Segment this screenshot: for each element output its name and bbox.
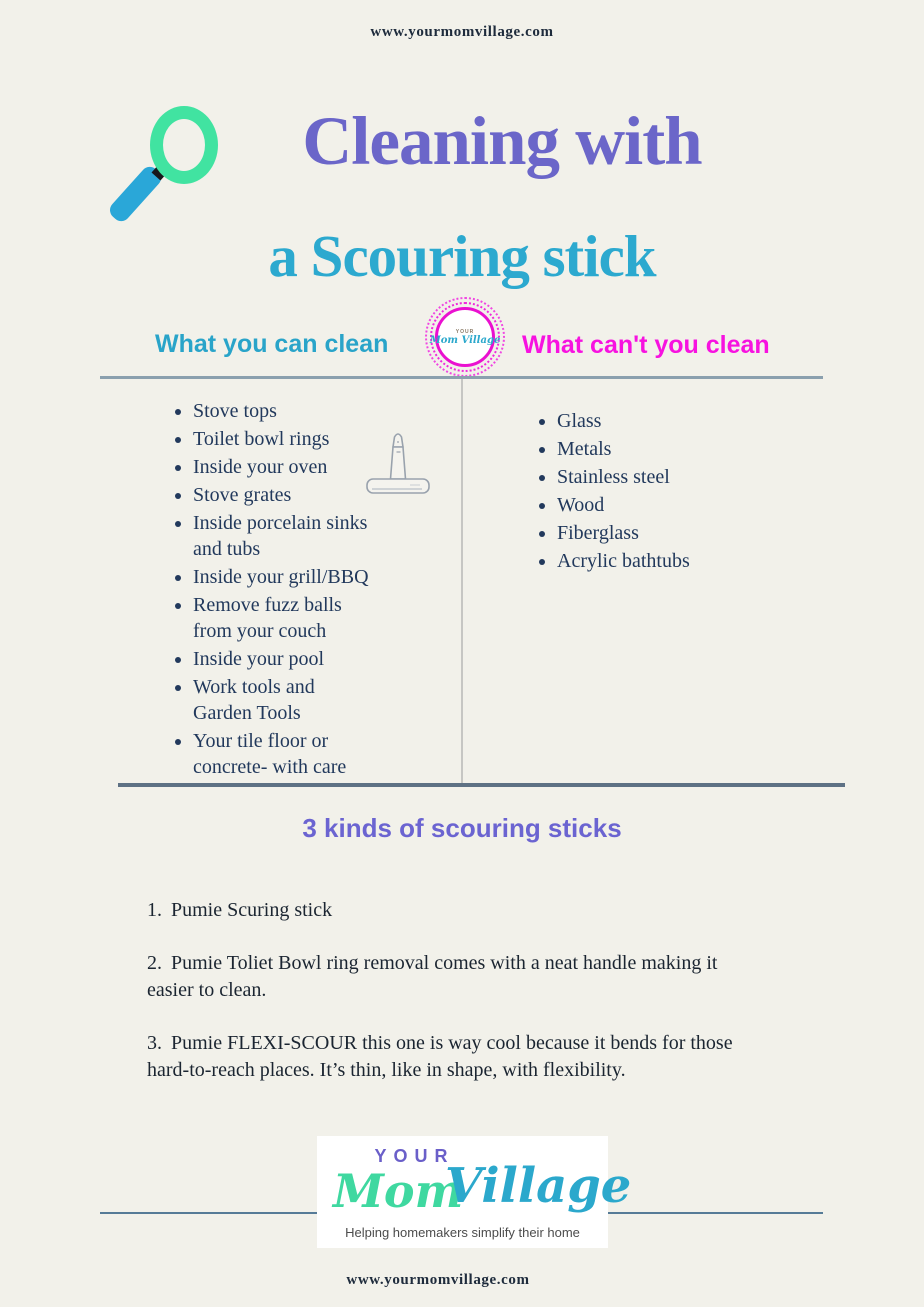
logo-tagline: Helping homemakers simplify their home bbox=[345, 1225, 580, 1240]
divider-vertical bbox=[461, 379, 463, 784]
list-item: Inside your pool bbox=[193, 646, 412, 672]
divider-bottom bbox=[118, 783, 845, 787]
badge-burst-inner bbox=[430, 302, 500, 372]
bottom-site-url: www.yourmomvillage.com bbox=[346, 1272, 530, 1288]
heading-what-cant-you-clean: What can't you clean bbox=[522, 331, 770, 359]
section-heading-3-kinds: 3 kinds of scouring sticks bbox=[302, 813, 622, 843]
list-item: Metals bbox=[557, 436, 776, 462]
list-item: Stainless steel bbox=[557, 464, 776, 490]
list-item: Inside your grill/BBQ bbox=[193, 564, 412, 590]
list-item: Stove grates bbox=[193, 482, 412, 508]
list-item: Work tools and Garden Tools bbox=[193, 674, 412, 726]
numbered-item-2: 2. Pumie Toliet Bowl ring removal comes w… bbox=[147, 950, 792, 1004]
brand-logo: YOUR Mom Village Helping homemakers simp… bbox=[317, 1136, 631, 1248]
cant-clean-list: Glass Metals Stainless steel Wood Fiberg… bbox=[536, 408, 776, 576]
list-item: Your tile floor or concrete- with care bbox=[193, 728, 412, 780]
heading-what-you-can-clean: What you can clean bbox=[155, 330, 389, 358]
list-item: Toilet bowl rings bbox=[193, 426, 412, 452]
divider-top bbox=[100, 376, 823, 379]
item-text: Pumie FLEXI-SCOUR this one is way cool b… bbox=[147, 1032, 733, 1081]
list-item: Glass bbox=[557, 408, 776, 434]
list-item: Inside porcelain sinks and tubs bbox=[193, 510, 412, 562]
list-item: Stove tops bbox=[193, 398, 412, 424]
badge-core: YOUR Mom Village bbox=[430, 307, 500, 367]
item-text: Pumie Toliet Bowl ring removal comes wit… bbox=[147, 952, 718, 1001]
logo-mom-word: Mom bbox=[333, 1164, 464, 1218]
logo-village-word: Village bbox=[445, 1158, 632, 1214]
item-number: 2. bbox=[147, 952, 162, 974]
brand-badge: YOUR Mom Village bbox=[425, 297, 505, 377]
list-item: Remove fuzz balls from your couch bbox=[193, 592, 412, 644]
numbered-item-3: 3. Pumie FLEXI-SCOUR this one is way cool… bbox=[147, 1030, 792, 1084]
list-item: Acrylic bathtubs bbox=[557, 548, 776, 574]
list-item: Fiberglass bbox=[557, 520, 776, 546]
page-title-line1: Cleaning with bbox=[302, 103, 702, 179]
can-clean-list: Stove tops Toilet bowl rings Inside your… bbox=[172, 398, 412, 782]
list-item: Wood bbox=[557, 492, 776, 518]
item-number: 1. bbox=[147, 899, 162, 921]
page-title-line2: a Scouring stick bbox=[268, 223, 656, 289]
top-site-url: www.yourmomvillage.com bbox=[370, 24, 554, 40]
logo-your-label: YOUR bbox=[374, 1146, 455, 1166]
numbered-item-1: 1. Pumie Scuring stick bbox=[147, 897, 792, 924]
item-number: 3. bbox=[147, 1032, 162, 1054]
badge-script-label: Mom Village bbox=[429, 334, 501, 346]
badge-your-label: YOUR bbox=[455, 328, 475, 335]
list-item: Inside your oven bbox=[193, 454, 412, 480]
item-text: Pumie Scuring stick bbox=[171, 899, 333, 921]
scouring-stick-icon bbox=[360, 428, 436, 508]
magnifying-glass-icon bbox=[106, 100, 242, 225]
